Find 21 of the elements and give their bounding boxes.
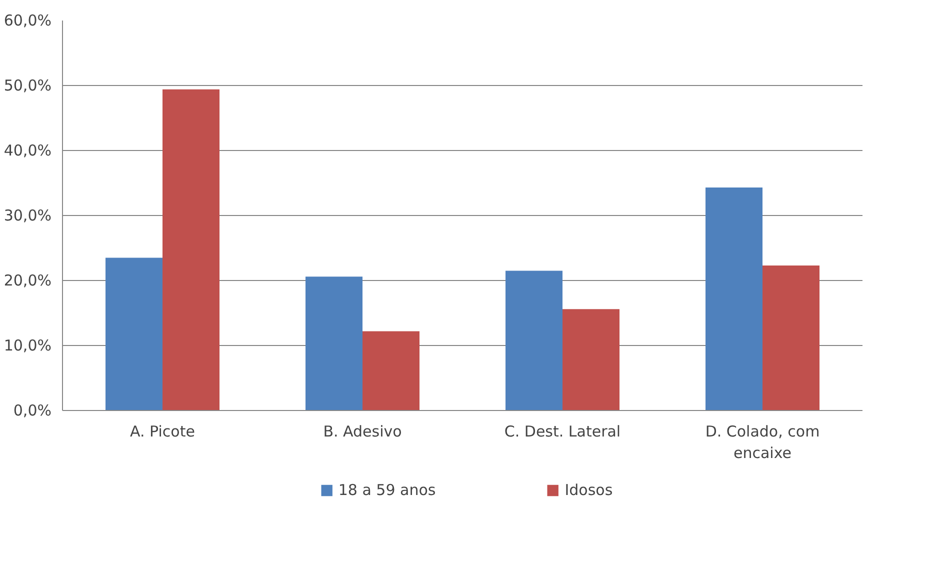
bar (306, 276, 362, 410)
bar (162, 89, 220, 410)
bar (706, 188, 762, 410)
bar (562, 309, 620, 410)
x-tick-label: B. Adesivo (323, 422, 402, 440)
x-tick-label: C. Dest. Lateral (504, 422, 621, 440)
bar (506, 270, 562, 410)
y-tick-label: 60,0% (4, 12, 52, 30)
x-tick-label: A. Picote (130, 422, 195, 440)
y-tick-label: 20,0% (4, 272, 52, 290)
bar (362, 331, 420, 410)
x-tick-label: D. Colado, com encaixe (705, 422, 820, 462)
y-tick-label: 30,0% (4, 206, 52, 224)
y-tick-label: 10,0% (4, 336, 52, 354)
bar (762, 266, 820, 410)
y-tick-label: 50,0% (4, 76, 52, 94)
y-tick-label: 0,0% (13, 402, 52, 420)
bar (106, 258, 162, 410)
legend-label: Idosos (564, 481, 613, 499)
legend-label: 18 a 59 anos (338, 481, 436, 499)
y-tick-label: 40,0% (4, 142, 52, 160)
